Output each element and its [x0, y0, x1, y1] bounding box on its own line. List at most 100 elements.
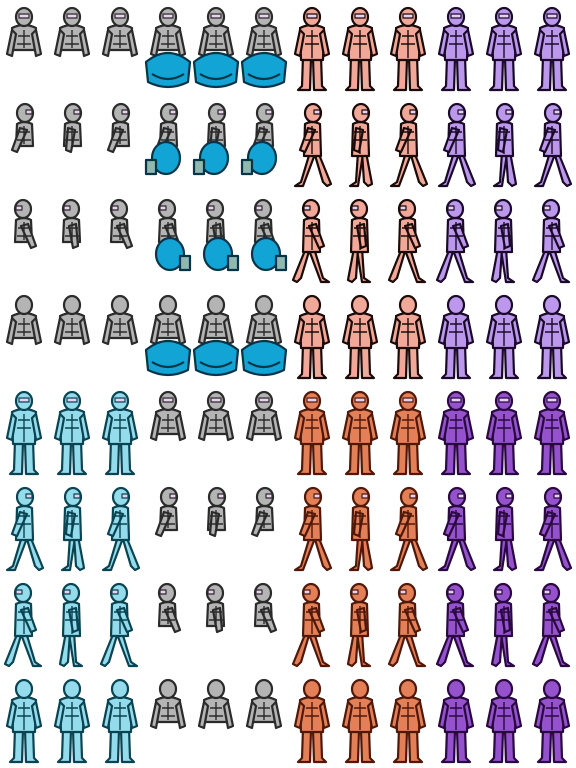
arm — [126, 28, 139, 58]
leg — [392, 342, 409, 380]
head — [207, 102, 227, 124]
visor — [169, 493, 177, 499]
armor-line — [305, 414, 319, 442]
sprite — [101, 390, 139, 476]
leg — [387, 246, 408, 284]
arm — [53, 316, 66, 346]
visor — [18, 397, 30, 403]
arm — [510, 412, 523, 442]
sprite-body — [293, 102, 333, 188]
arm — [389, 316, 402, 346]
sprite — [531, 198, 571, 284]
arm — [53, 28, 66, 58]
armor-line — [545, 30, 559, 58]
sprite — [341, 390, 379, 476]
head — [399, 486, 419, 508]
sprite-body — [346, 582, 372, 668]
leg — [56, 438, 73, 476]
vehicle — [154, 236, 186, 272]
sprite — [192, 6, 240, 89]
sprite — [62, 102, 83, 154]
armor-line — [257, 222, 271, 240]
leg — [456, 150, 477, 188]
sprite-body — [144, 6, 192, 89]
armor-line — [449, 222, 463, 250]
arm — [222, 28, 235, 58]
head — [255, 102, 275, 124]
sprite-body — [206, 486, 227, 538]
visor — [313, 493, 321, 499]
visor — [169, 109, 177, 115]
arm — [414, 28, 427, 58]
armor-line — [113, 222, 127, 240]
head — [14, 678, 34, 700]
sprite-body — [293, 390, 331, 476]
armor-line — [65, 30, 79, 48]
arm — [197, 412, 210, 442]
arm — [101, 316, 114, 346]
armor-line — [353, 222, 367, 250]
armor-line — [65, 702, 79, 730]
sprite-body — [389, 390, 427, 476]
armor-line — [161, 30, 175, 48]
sprite-body — [485, 6, 523, 92]
sprite — [531, 582, 571, 668]
sprite-body — [533, 486, 573, 572]
leg — [536, 342, 553, 380]
sprite-body — [293, 678, 331, 764]
head — [351, 486, 371, 508]
sprite-body — [106, 102, 131, 154]
sprite — [240, 6, 288, 89]
arm — [30, 28, 43, 58]
armor-line — [113, 318, 127, 336]
vehicle — [192, 339, 240, 377]
arm — [366, 316, 379, 346]
arm — [174, 28, 187, 58]
armor-line — [545, 222, 559, 250]
leg — [435, 246, 456, 284]
arm — [78, 316, 91, 346]
sprite-body — [5, 6, 43, 58]
leg — [311, 342, 328, 380]
sprite-body — [291, 198, 331, 284]
sprite-body — [149, 390, 187, 442]
head — [302, 294, 322, 316]
sprite — [250, 198, 288, 272]
sprite — [437, 294, 475, 380]
armor-line — [401, 414, 415, 442]
head — [301, 582, 321, 604]
sprite — [293, 294, 331, 380]
sprite-body — [144, 294, 192, 377]
vehicle — [240, 51, 288, 89]
armor-line — [209, 510, 223, 528]
arm — [341, 28, 354, 58]
vehicle-vent — [178, 254, 192, 272]
sprite — [341, 6, 379, 92]
sprite — [389, 294, 427, 380]
visor — [553, 493, 561, 499]
armor-line — [401, 606, 415, 634]
sprite — [99, 582, 139, 668]
head — [303, 102, 323, 124]
sprite — [533, 294, 571, 380]
visor — [303, 589, 311, 595]
vehicle-vent — [144, 158, 158, 176]
head — [349, 582, 369, 604]
visor — [306, 13, 318, 19]
visor — [210, 13, 222, 19]
arm — [462, 412, 475, 442]
arm — [222, 412, 235, 442]
visor — [553, 109, 561, 115]
sprite — [240, 102, 278, 176]
head — [14, 294, 34, 316]
head — [445, 198, 465, 220]
head — [157, 198, 177, 220]
armor-line — [65, 318, 79, 336]
arm — [197, 700, 210, 730]
visor — [505, 493, 513, 499]
head — [541, 582, 561, 604]
sprite-body — [197, 678, 235, 730]
sprite — [435, 198, 475, 284]
visor — [73, 493, 81, 499]
vehicle — [192, 51, 240, 89]
